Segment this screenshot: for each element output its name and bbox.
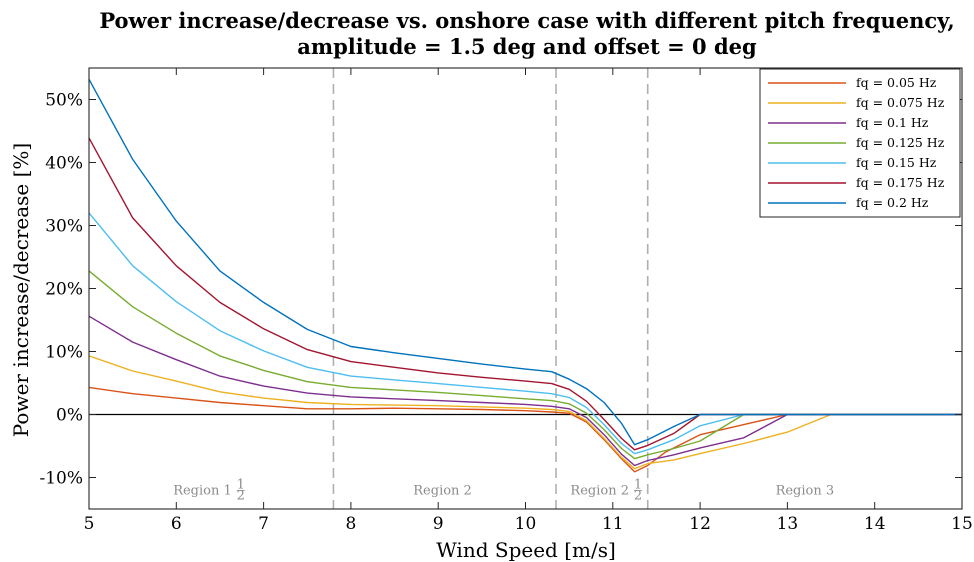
legend-item-1: fq = 0.075 Hz [768,95,945,110]
series-line-1 [88,355,962,470]
legend-label: fq = 0.2 Hz [856,195,929,210]
x-tick-label-6: 11 [602,514,624,534]
series-line-0 [88,386,962,473]
x-axis-label: Wind Speed [m/s] [436,538,616,562]
x-tick-label-1: 6 [171,514,182,534]
x-tick-label-10: 15 [951,514,973,534]
y-tick-label-2: 10% [45,343,83,363]
region-label-0: Region 1 12 [173,478,245,504]
series-line-2 [88,315,962,467]
x-tick-label-0: 5 [84,514,95,534]
region-label-2: Region 2 12 [570,478,642,504]
y-tick-label-0: -10% [39,469,83,489]
region-label-3: Region 3 [776,484,835,499]
series-line-4 [88,212,962,455]
legend-label: fq = 0.175 Hz [856,175,945,190]
legend: fq = 0.05 Hz fq = 0.075 Hz fq = 0.1 Hz fq =… [759,68,961,218]
legend-item-0: fq = 0.05 Hz [768,75,937,90]
region-fraction-numerator: 1 [237,478,245,493]
legend-item-2: fq = 0.1 Hz [768,115,929,130]
region-fraction-denominator: 2 [634,489,642,504]
y-tick-label-5: 40% [45,154,83,174]
x-tick-label-7: 12 [689,514,711,534]
region-label-1: Region 2 [413,484,472,499]
chart-title-line1: Power increase/decrease vs. onshore case… [99,8,954,33]
x-tick-label-9: 14 [864,514,886,534]
legend-item-3: fq = 0.125 Hz [768,135,945,150]
legend-label: fq = 0.125 Hz [856,135,945,150]
y-axis-label: Power increase/decrease [%] [9,143,33,437]
legend-label: fq = 0.1 Hz [856,115,929,130]
legend-item-4: fq = 0.15 Hz [768,155,937,170]
series-line-3 [88,270,962,460]
region-fraction-numerator: 1 [634,478,642,493]
plot-area: Region 1 12 Region 2 Region 2 12 Region 35 6 7 8… [39,67,973,534]
chart-title-line2: amplitude = 1.5 deg and offset = 0 deg [297,34,757,59]
legend-item-6: fq = 0.2 Hz [768,195,929,210]
x-tick-label-8: 13 [777,514,799,534]
region-fraction-denominator: 2 [237,489,245,504]
region-label-text: Region 1 [173,484,232,499]
y-tick-label-6: 50% [45,91,83,111]
x-tick-label-3: 8 [345,514,356,534]
x-tick-label-5: 10 [515,514,537,534]
y-tick-label-1: 0% [56,406,83,426]
legend-label: fq = 0.075 Hz [856,95,945,110]
y-tick-label-3: 20% [45,280,83,300]
legend-item-5: fq = 0.175 Hz [768,175,945,190]
series-line-6 [88,78,962,446]
region-label-text: Region 3 [776,484,835,499]
legend-label: fq = 0.15 Hz [856,155,937,170]
legend-label: fq = 0.05 Hz [856,75,937,90]
region-label-text: Region 2 [413,484,472,499]
x-tick-label-4: 9 [433,514,444,534]
x-tick-label-2: 7 [258,514,269,534]
y-tick-label-4: 30% [45,217,83,237]
region-label-text: Region 2 [570,484,629,499]
